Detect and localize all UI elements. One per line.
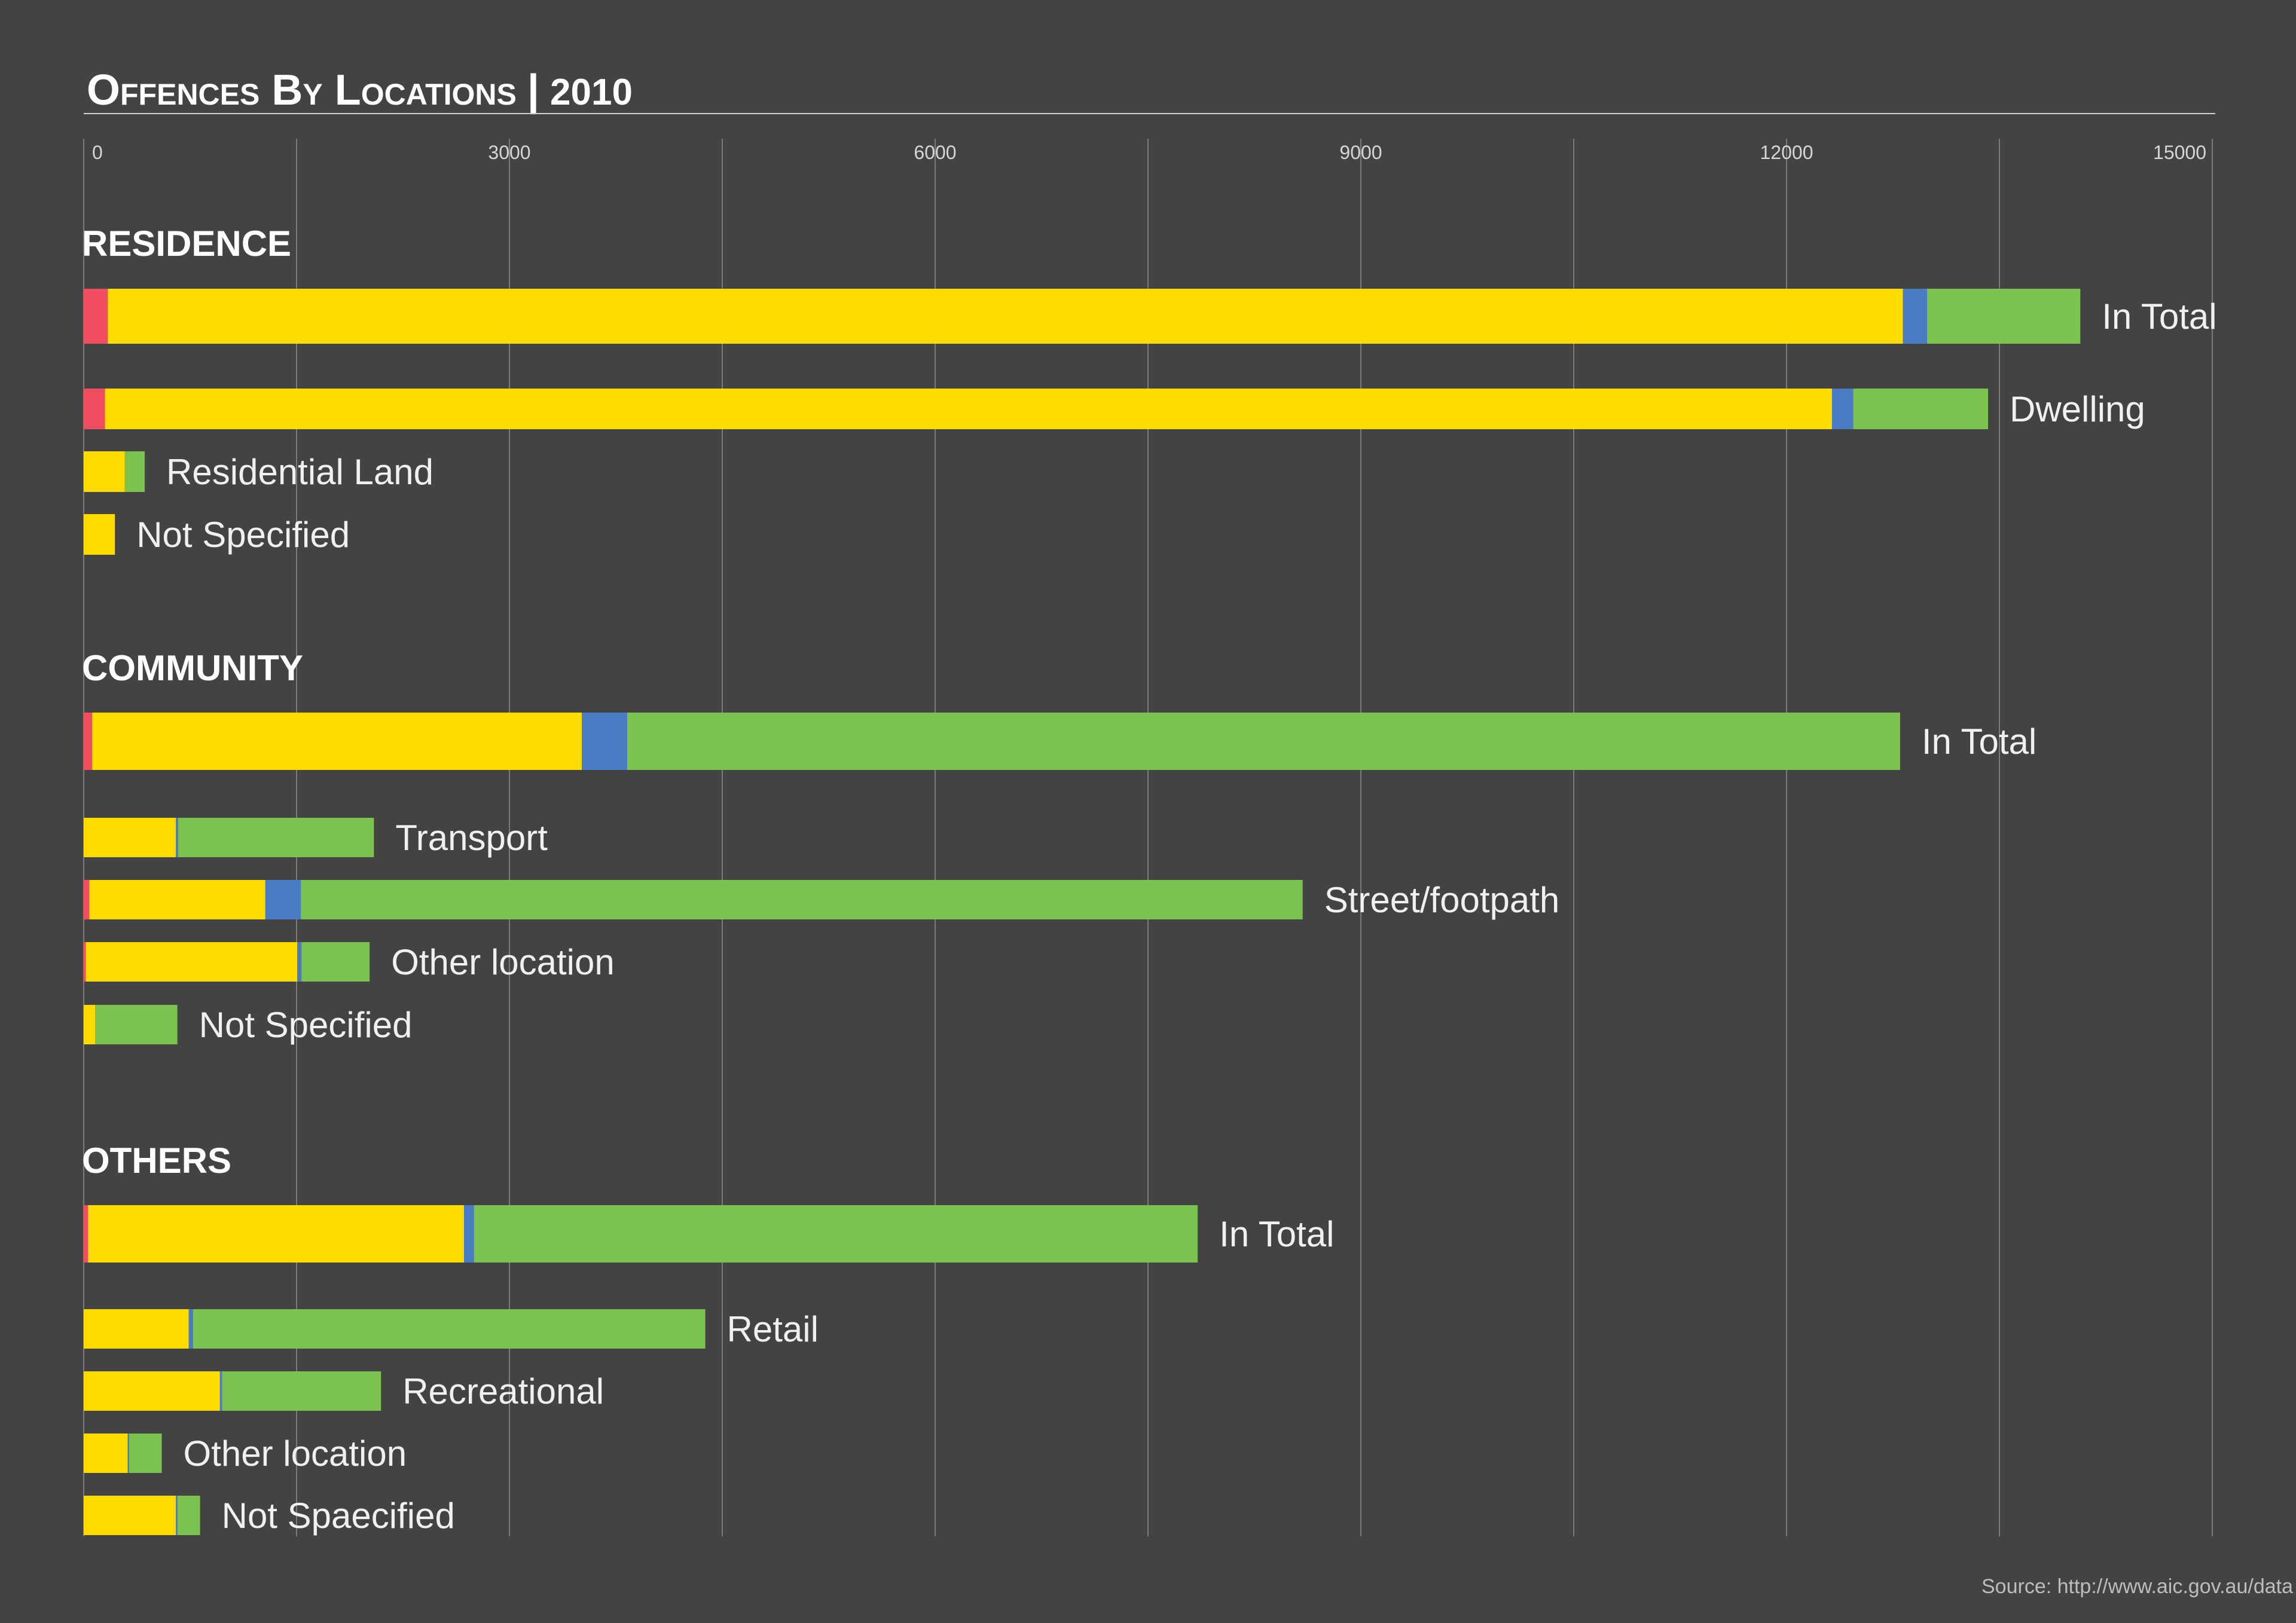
bar-segment — [627, 713, 1900, 770]
bar-label: Street/footpath — [1324, 880, 1560, 920]
bar-label: Transport — [395, 818, 548, 858]
bar-segment — [301, 880, 1303, 919]
bar-segment — [1831, 389, 1854, 429]
bar-segment — [105, 389, 1832, 429]
x-tick-label: 15000 — [2153, 142, 2206, 163]
bar-segment — [188, 1309, 193, 1349]
bar-segment — [84, 880, 90, 919]
bar-segment — [84, 389, 105, 429]
source-note: Source: http://www.aic.gov.au/data — [1981, 1575, 2293, 1598]
bar-label: Not Spaecified — [222, 1496, 455, 1536]
bar-segment — [84, 1309, 189, 1349]
bar-label: Recreational — [402, 1371, 604, 1411]
bar-segment — [301, 942, 370, 982]
bars: RESIDENCE In Total Dwelling Residential Lan… — [82, 224, 2217, 1536]
bar-segment — [297, 942, 302, 982]
grid-lines — [83, 139, 2213, 1536]
bar-segment — [84, 818, 176, 857]
bar-segment — [84, 1205, 88, 1263]
bar-label: Dwelling — [2010, 389, 2145, 429]
bar-label: Retail — [727, 1309, 819, 1349]
bar-segment — [88, 1205, 465, 1263]
bar-label: Not Specified — [136, 515, 350, 555]
x-axis-ticks: 0 3000 6000 9000 12000 15000 — [92, 142, 2206, 163]
x-tick-label: 3000 — [488, 142, 530, 163]
bar-segment — [84, 289, 108, 344]
bar-label: In Total — [1922, 722, 2037, 762]
bar-segment — [129, 1434, 162, 1473]
bar-label: Other location — [391, 942, 615, 982]
section-title: COMMUNITY — [82, 648, 303, 688]
bar-segment — [1926, 289, 2081, 344]
bar-segment — [265, 880, 301, 919]
bar-segment — [84, 1434, 128, 1473]
bar-segment — [84, 1496, 176, 1535]
bar-segment — [124, 451, 145, 492]
bar-segment — [94, 1005, 178, 1044]
x-tick-label: 12000 — [1760, 142, 1813, 163]
bar-segment — [86, 942, 298, 982]
bar-segment — [176, 818, 178, 857]
title-separator: | — [527, 66, 539, 114]
bar-segment — [222, 1371, 381, 1411]
bar-segment — [84, 942, 86, 982]
bar-segment — [84, 1371, 220, 1411]
x-tick-label: 6000 — [914, 142, 956, 163]
bar-segment — [108, 289, 1903, 344]
bar-label: Residential Land — [166, 452, 433, 492]
bar-segment — [1853, 389, 1989, 429]
bar-segment — [92, 713, 582, 770]
bar-segment — [178, 818, 374, 857]
bar-segment — [84, 514, 115, 555]
bar-segment — [127, 1434, 129, 1473]
x-tick-label: 0 — [92, 142, 103, 163]
bar-segment — [219, 1371, 222, 1411]
bar-segment — [474, 1205, 1198, 1263]
bar-label: In Total — [2102, 297, 2216, 337]
bar-segment — [84, 451, 125, 492]
bar-label: Other location — [184, 1434, 407, 1474]
bar-segment — [464, 1205, 474, 1263]
bar-segment — [177, 1496, 200, 1535]
chart-title: Offences By Locations — [87, 66, 517, 114]
bar-label: Not Specified — [199, 1005, 413, 1045]
bar-segment — [582, 713, 627, 770]
x-tick-label: 9000 — [1339, 142, 1382, 163]
chart-year: 2010 — [550, 72, 633, 113]
section-title: OTHERS — [82, 1141, 231, 1181]
section-title: RESIDENCE — [82, 224, 291, 264]
bar-segment — [1903, 289, 1927, 344]
bar-segment — [84, 713, 93, 770]
bar-segment — [89, 880, 265, 919]
bar-segment — [84, 1005, 95, 1044]
bar-segment — [193, 1309, 706, 1349]
bar-segment — [176, 1496, 178, 1535]
bar-label: In Total — [1219, 1214, 1334, 1254]
